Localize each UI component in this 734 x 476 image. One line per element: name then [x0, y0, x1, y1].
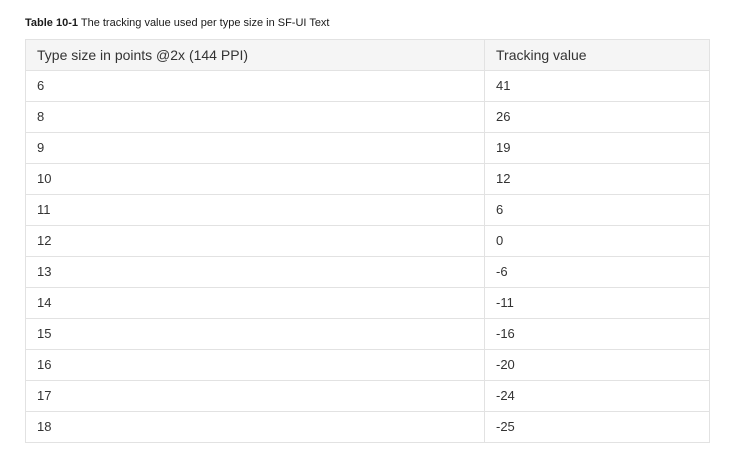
cell-type-size: 12	[25, 225, 485, 257]
cell-tracking-value: -24	[484, 380, 710, 412]
cell-type-size: 10	[25, 163, 485, 195]
cell-tracking-value: 19	[484, 132, 710, 164]
cell-tracking-value: -11	[484, 287, 710, 319]
table-row: 12 0	[25, 225, 710, 257]
cell-type-size: 8	[25, 101, 485, 133]
cell-tracking-value: -6	[484, 256, 710, 288]
table-row: 17 -24	[25, 380, 710, 412]
cell-type-size: 18	[25, 411, 485, 443]
table-row: 14 -11	[25, 287, 710, 319]
cell-type-size: 17	[25, 380, 485, 412]
table-row: 9 19	[25, 132, 710, 164]
header-tracking-value: Tracking value	[484, 39, 710, 71]
cell-tracking-value: -16	[484, 318, 710, 350]
table-caption-text: The tracking value used per type size in…	[80, 17, 330, 29]
table-row: 8 26	[25, 101, 710, 133]
header-type-size: Type size in points @2x (144 PPI)	[25, 39, 485, 71]
table-row: 15 -16	[25, 318, 710, 350]
header-row: Type size in points @2x (144 PPI) Tracki…	[25, 39, 710, 71]
table-row: 18 -25	[25, 411, 710, 443]
table-row: 13 -6	[25, 256, 710, 288]
table-row: 11 6	[25, 194, 710, 226]
cell-tracking-value: 0	[484, 225, 710, 257]
table-body: 6 41 8 26 9 19 10 12 11 6 12 0 13 -6 14	[25, 70, 710, 443]
cell-type-size: 9	[25, 132, 485, 164]
cell-tracking-value: -20	[484, 349, 710, 381]
table-caption-number: Table 10-1	[25, 17, 78, 29]
cell-tracking-value: -25	[484, 411, 710, 443]
cell-tracking-value: 41	[484, 70, 710, 102]
cell-tracking-value: 6	[484, 194, 710, 226]
cell-tracking-value: 26	[484, 101, 710, 133]
cell-type-size: 11	[25, 194, 485, 226]
table-header: Type size in points @2x (144 PPI) Tracki…	[25, 39, 710, 71]
table-row: 16 -20	[25, 349, 710, 381]
table-row: 10 12	[25, 163, 710, 195]
cell-tracking-value: 12	[484, 163, 710, 195]
table-row: 6 41	[25, 70, 710, 102]
cell-type-size: 14	[25, 287, 485, 319]
cell-type-size: 15	[25, 318, 485, 350]
cell-type-size: 16	[25, 349, 485, 381]
tracking-table: Type size in points @2x (144 PPI) Tracki…	[25, 39, 710, 443]
table-caption: Table 10-1 The tracking value used per t…	[25, 16, 330, 30]
cell-type-size: 6	[25, 70, 485, 102]
cell-type-size: 13	[25, 256, 485, 288]
